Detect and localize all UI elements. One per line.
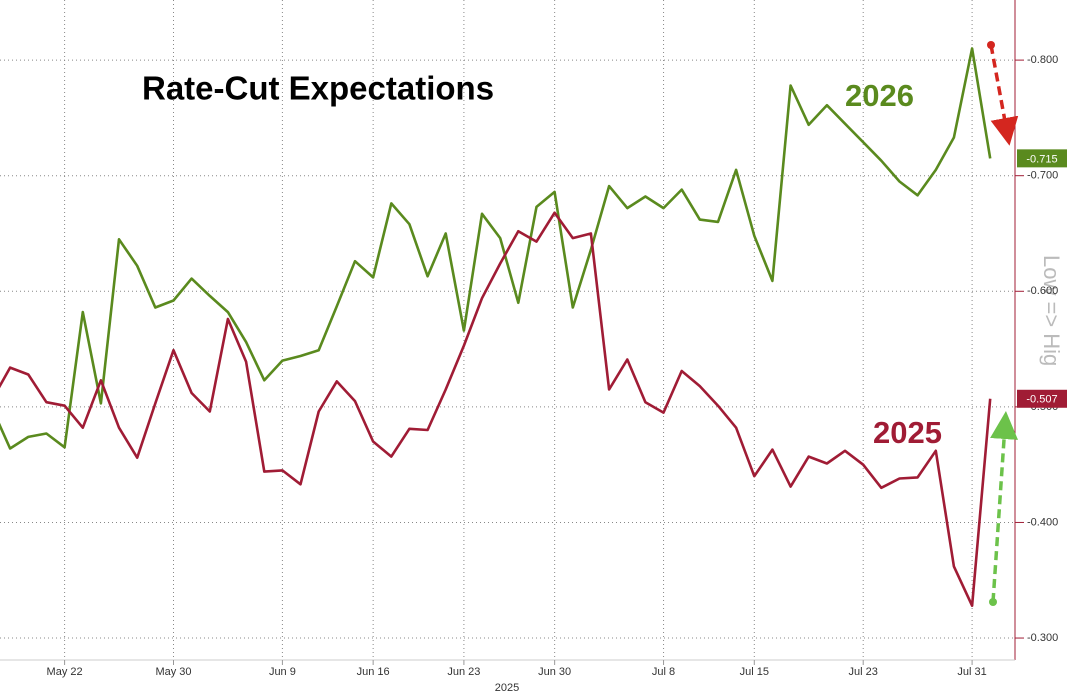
y-tick-label: -0.300 [1027, 632, 1058, 644]
x-tick-label: May 22 [47, 666, 83, 678]
arrow-dot [989, 598, 997, 606]
arrow-dot [987, 41, 995, 49]
x-tick-label: Jul 8 [652, 666, 675, 678]
x-tick-label: Jul 23 [849, 666, 878, 678]
plot-area [0, 47, 992, 607]
y-tick-label: -0.800 [1027, 54, 1058, 66]
x-tick-label: Jun 16 [357, 666, 390, 678]
x-tick-label: Jun 9 [269, 666, 296, 678]
value-label: -0.715 [1026, 153, 1057, 165]
series-line [0, 47, 992, 450]
series-label: 2026 [845, 78, 914, 113]
x-tick-label: Jul 31 [957, 666, 986, 678]
chart-title: Rate-Cut Expectations [142, 70, 494, 107]
y-tick-label: -0.600 [1027, 285, 1058, 297]
y-tick-label: -0.400 [1027, 516, 1058, 528]
series-line [0, 211, 992, 607]
x-axis-label: 2025 [495, 682, 519, 694]
arrow-down [989, 44, 1019, 146]
series-label: 2025 [873, 415, 942, 450]
arrow-up [990, 411, 1019, 603]
value-label-box [1017, 389, 1067, 408]
x-tick-label: Jul 15 [740, 666, 769, 678]
side-label: Low => Hig [1039, 255, 1064, 366]
value-label-box [1017, 149, 1067, 168]
y-tick-label: -0.700 [1027, 170, 1058, 182]
value-label: -0.507 [1026, 394, 1057, 406]
x-tick-label: Jun 30 [538, 666, 571, 678]
x-tick-label: May 30 [155, 666, 191, 678]
x-tick-label: Jun 23 [447, 666, 480, 678]
